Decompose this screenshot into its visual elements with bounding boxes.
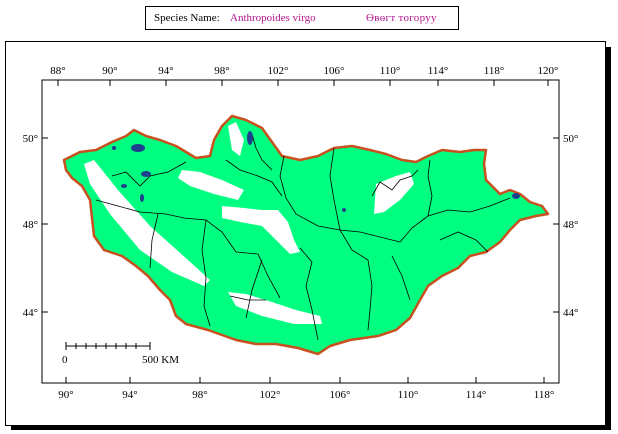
species-local-name: Өвөгт тогоруу [366, 12, 437, 24]
lon-label-top: 106° [324, 65, 345, 77]
lon-label-bottom: 102° [260, 389, 281, 401]
scale-start-label: 0 [62, 354, 68, 366]
lon-label-top: 98° [214, 65, 229, 77]
lon-label-bottom: 94° [122, 389, 137, 401]
lon-label-bottom: 110° [398, 389, 419, 401]
lat-label-left-48: 48° [23, 219, 38, 231]
lon-label-bottom: 118° [534, 389, 555, 401]
lon-label-top: 118° [484, 65, 505, 77]
species-name-label: Species Name: [154, 12, 220, 24]
lon-label-top: 94° [158, 65, 173, 77]
lat-label-right-44: 44° [563, 307, 578, 319]
species-title-box: Species Name: Anthropoides virgo Өвөгт т… [145, 6, 459, 30]
species-scientific-name: Anthropoides virgo [230, 12, 316, 24]
lakes [112, 131, 520, 212]
lat-label-right-48: 48° [563, 219, 578, 231]
scale-end-label: 500 KM [142, 354, 179, 366]
lat-label-left-44: 44° [23, 307, 38, 319]
lon-label-bottom: 98° [192, 389, 207, 401]
lat-label-left-50: 50° [23, 133, 38, 145]
lat-label-right-50: 50° [563, 133, 578, 145]
lon-label-bottom: 90° [58, 389, 73, 401]
lon-label-top: 102° [268, 65, 289, 77]
range-gaps [84, 122, 414, 324]
map-ticks [42, 80, 559, 383]
lon-label-top: 90° [102, 65, 117, 77]
lon-label-top: 88° [50, 65, 65, 77]
scale-bar [65, 342, 151, 350]
lon-label-top: 120° [538, 65, 559, 77]
lon-label-top: 114° [428, 65, 449, 77]
lon-label-bottom: 114° [466, 389, 487, 401]
lon-label-bottom: 106° [330, 389, 351, 401]
internal-boundaries [95, 133, 511, 341]
lon-label-top: 110° [380, 65, 401, 77]
